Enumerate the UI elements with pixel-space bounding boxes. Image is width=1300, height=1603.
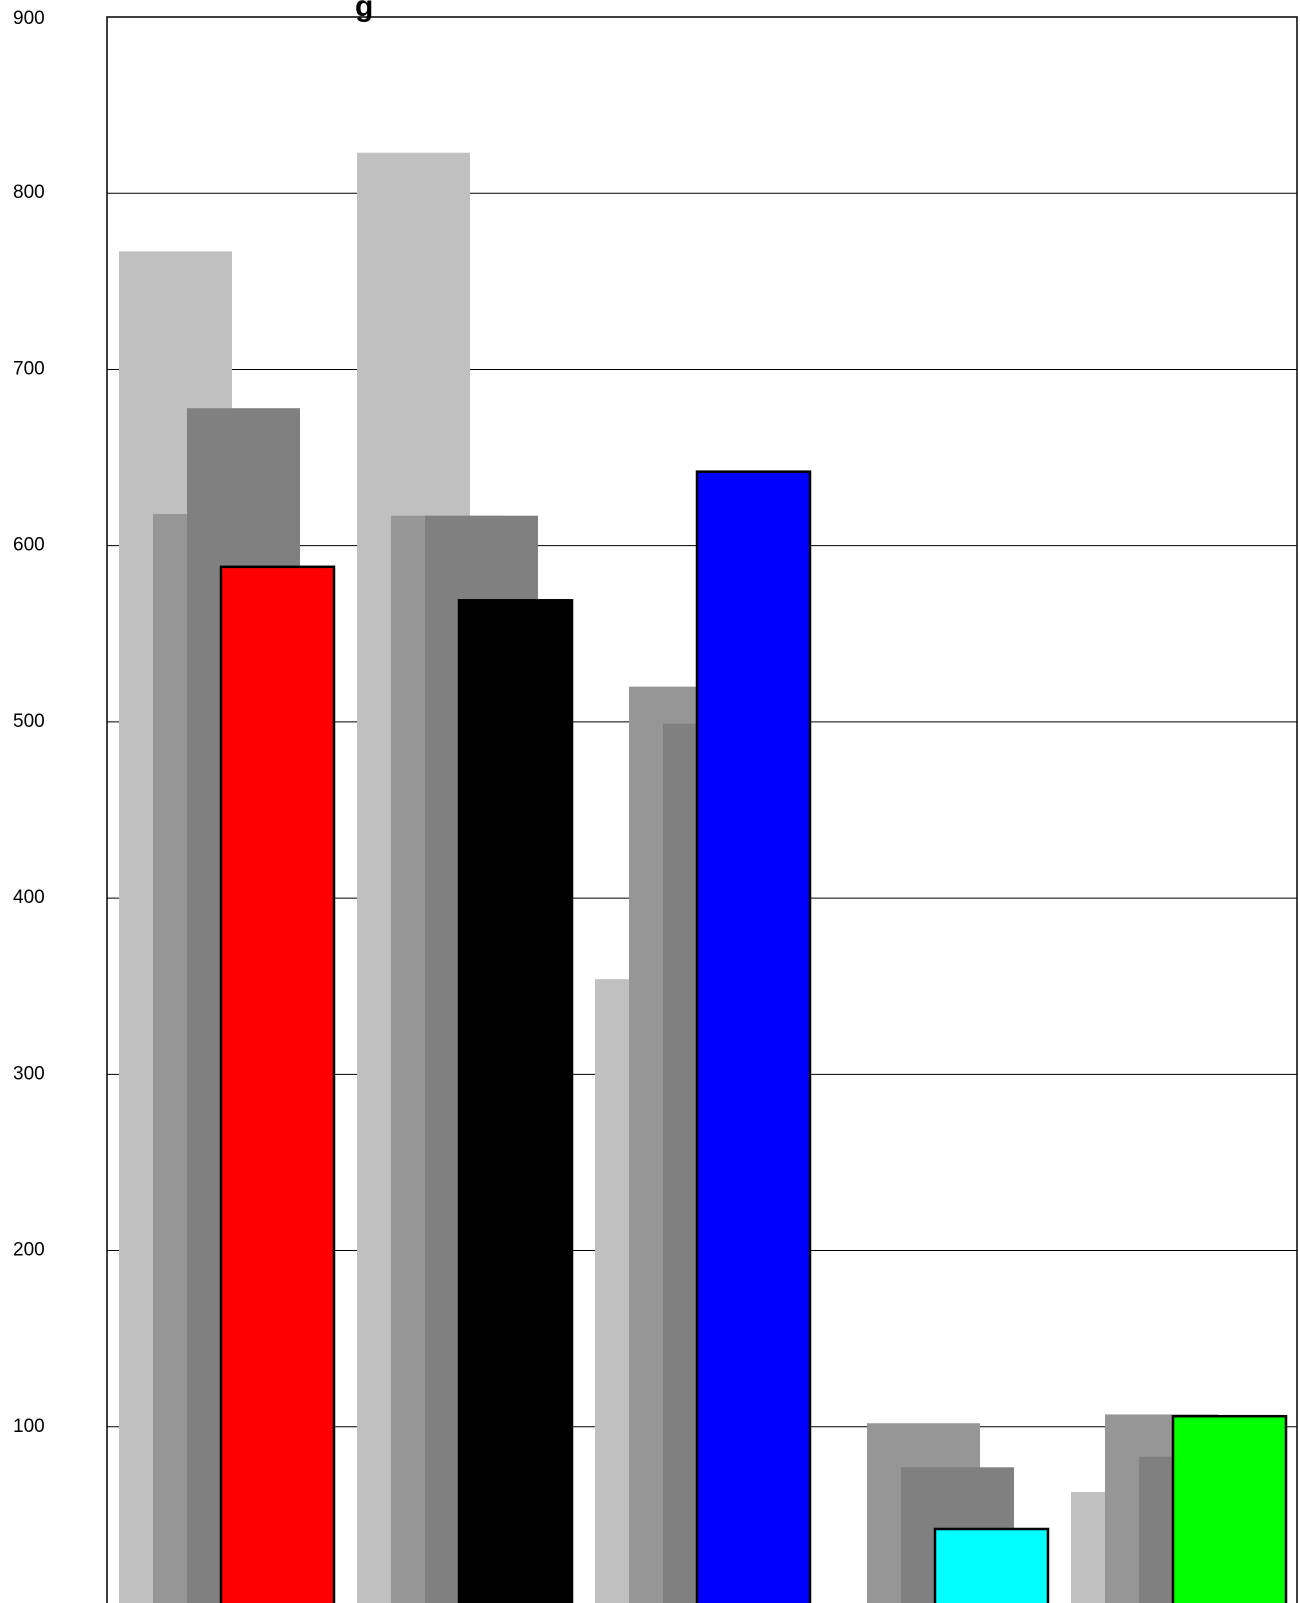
- bar-group: [1071, 1414, 1288, 1603]
- bar-group: [867, 1423, 1050, 1603]
- y-tick-label: 500: [13, 711, 45, 732]
- y-tick-label: 700: [13, 358, 45, 379]
- bar-front: [457, 599, 574, 1603]
- y-tick-label: 900: [13, 8, 45, 29]
- bar-front: [933, 1527, 1050, 1603]
- bar-front: [1171, 1414, 1288, 1603]
- y-tick-label: 100: [13, 1416, 45, 1437]
- bar-front: [219, 565, 336, 1603]
- y-tick-label: 400: [13, 887, 45, 908]
- chart-title: g: [355, 0, 373, 23]
- y-tick-label: 600: [13, 535, 45, 556]
- bar-front: [695, 470, 812, 1603]
- plot-frame: [106, 16, 1298, 1603]
- y-axis-ticks: 900 800 700 600 500 400 300 200 100: [13, 8, 45, 1437]
- bar-group: [119, 251, 336, 1603]
- y-tick-label: 300: [13, 1063, 45, 1084]
- bar-group: [595, 470, 812, 1603]
- y-tick-label: 800: [13, 182, 45, 203]
- y-tick-label: 200: [13, 1240, 45, 1261]
- bar-group: [357, 152, 574, 1603]
- bars: [119, 152, 1288, 1603]
